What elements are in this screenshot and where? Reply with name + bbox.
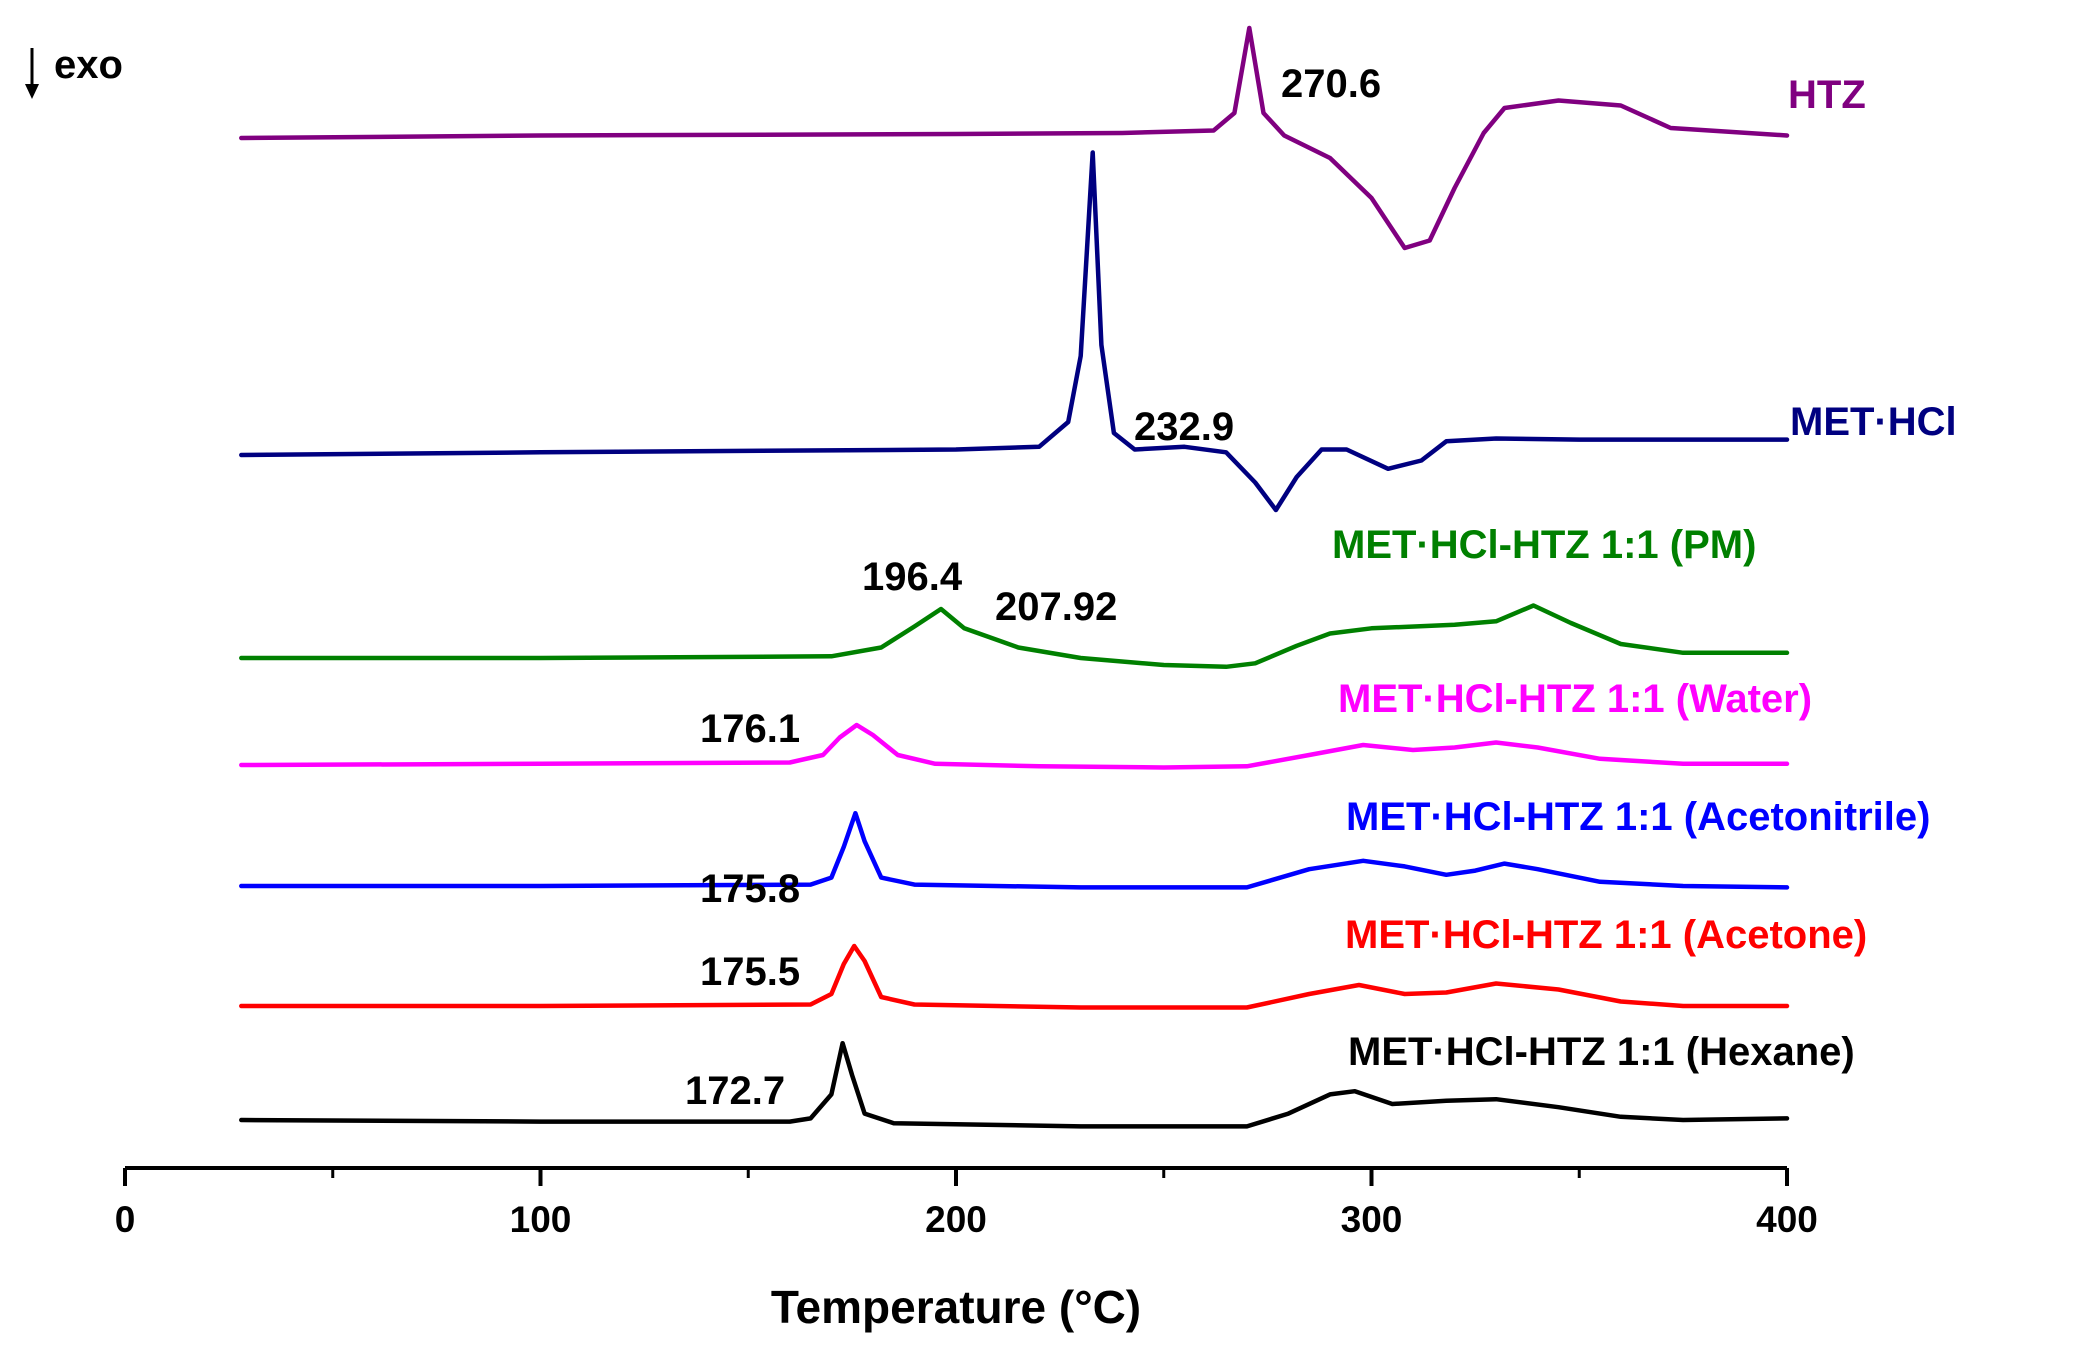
series-line-3 bbox=[239, 722, 1790, 770]
peak-label-4-0: 175.8 bbox=[700, 867, 800, 911]
series-label-4: MET·HCl-HTZ 1:1 (Acetonitrile) bbox=[1346, 795, 1930, 839]
series-line-1 bbox=[239, 150, 1790, 513]
peak-label-3-0: 176.1 bbox=[700, 707, 800, 751]
exo-indicator: exo bbox=[25, 43, 123, 99]
peak-label-6-0: 172.7 bbox=[685, 1069, 785, 1113]
series-label-6: MET·HCl-HTZ 1:1 (Hexane) bbox=[1348, 1030, 1855, 1074]
series-labels: HTZ MET·HCl MET·HCl-HTZ 1:1 (PM) MET·HCl-HT… bbox=[1332, 73, 1957, 1074]
series-line-6 bbox=[239, 1040, 1790, 1129]
peak-label-2-1: 207.92 bbox=[995, 585, 1117, 629]
series-label-1: MET·HCl bbox=[1790, 400, 1957, 444]
series-line-0 bbox=[239, 25, 1790, 251]
series-lines bbox=[239, 25, 1790, 1129]
x-tick-label: 0 bbox=[115, 1199, 136, 1240]
series-label-5: MET·HCl-HTZ 1:1 (Acetone) bbox=[1345, 913, 1867, 957]
series-line-2 bbox=[239, 603, 1790, 670]
series-label-3: MET·HCl-HTZ 1:1 (Water) bbox=[1338, 677, 1812, 721]
x-axis-ticks: 0 100 200 300 400 bbox=[115, 1168, 1818, 1240]
peak-labels: 270.6 232.9 196.4 207.92 176.1 175.8 175.5 172.… bbox=[685, 62, 1381, 1113]
exo-label: exo bbox=[54, 43, 123, 87]
x-tick-label: 200 bbox=[925, 1199, 987, 1240]
x-axis-title: Temperature (°C) bbox=[771, 1281, 1141, 1333]
series-label-2: MET·HCl-HTZ 1:1 (PM) bbox=[1332, 523, 1756, 567]
series-line-5 bbox=[239, 943, 1790, 1010]
peak-label-5-0: 175.5 bbox=[700, 950, 800, 994]
series-line-4 bbox=[239, 810, 1790, 890]
peak-label-1-0: 232.9 bbox=[1134, 405, 1234, 449]
x-tick-label: 400 bbox=[1756, 1199, 1818, 1240]
x-tick-label: 100 bbox=[510, 1199, 572, 1240]
peak-label-0-0: 270.6 bbox=[1281, 62, 1381, 106]
peak-label-2-0: 196.4 bbox=[862, 555, 963, 599]
x-tick-label: 300 bbox=[1341, 1199, 1403, 1240]
exo-arrowhead-icon bbox=[25, 84, 39, 99]
series-label-0: HTZ bbox=[1788, 73, 1866, 117]
